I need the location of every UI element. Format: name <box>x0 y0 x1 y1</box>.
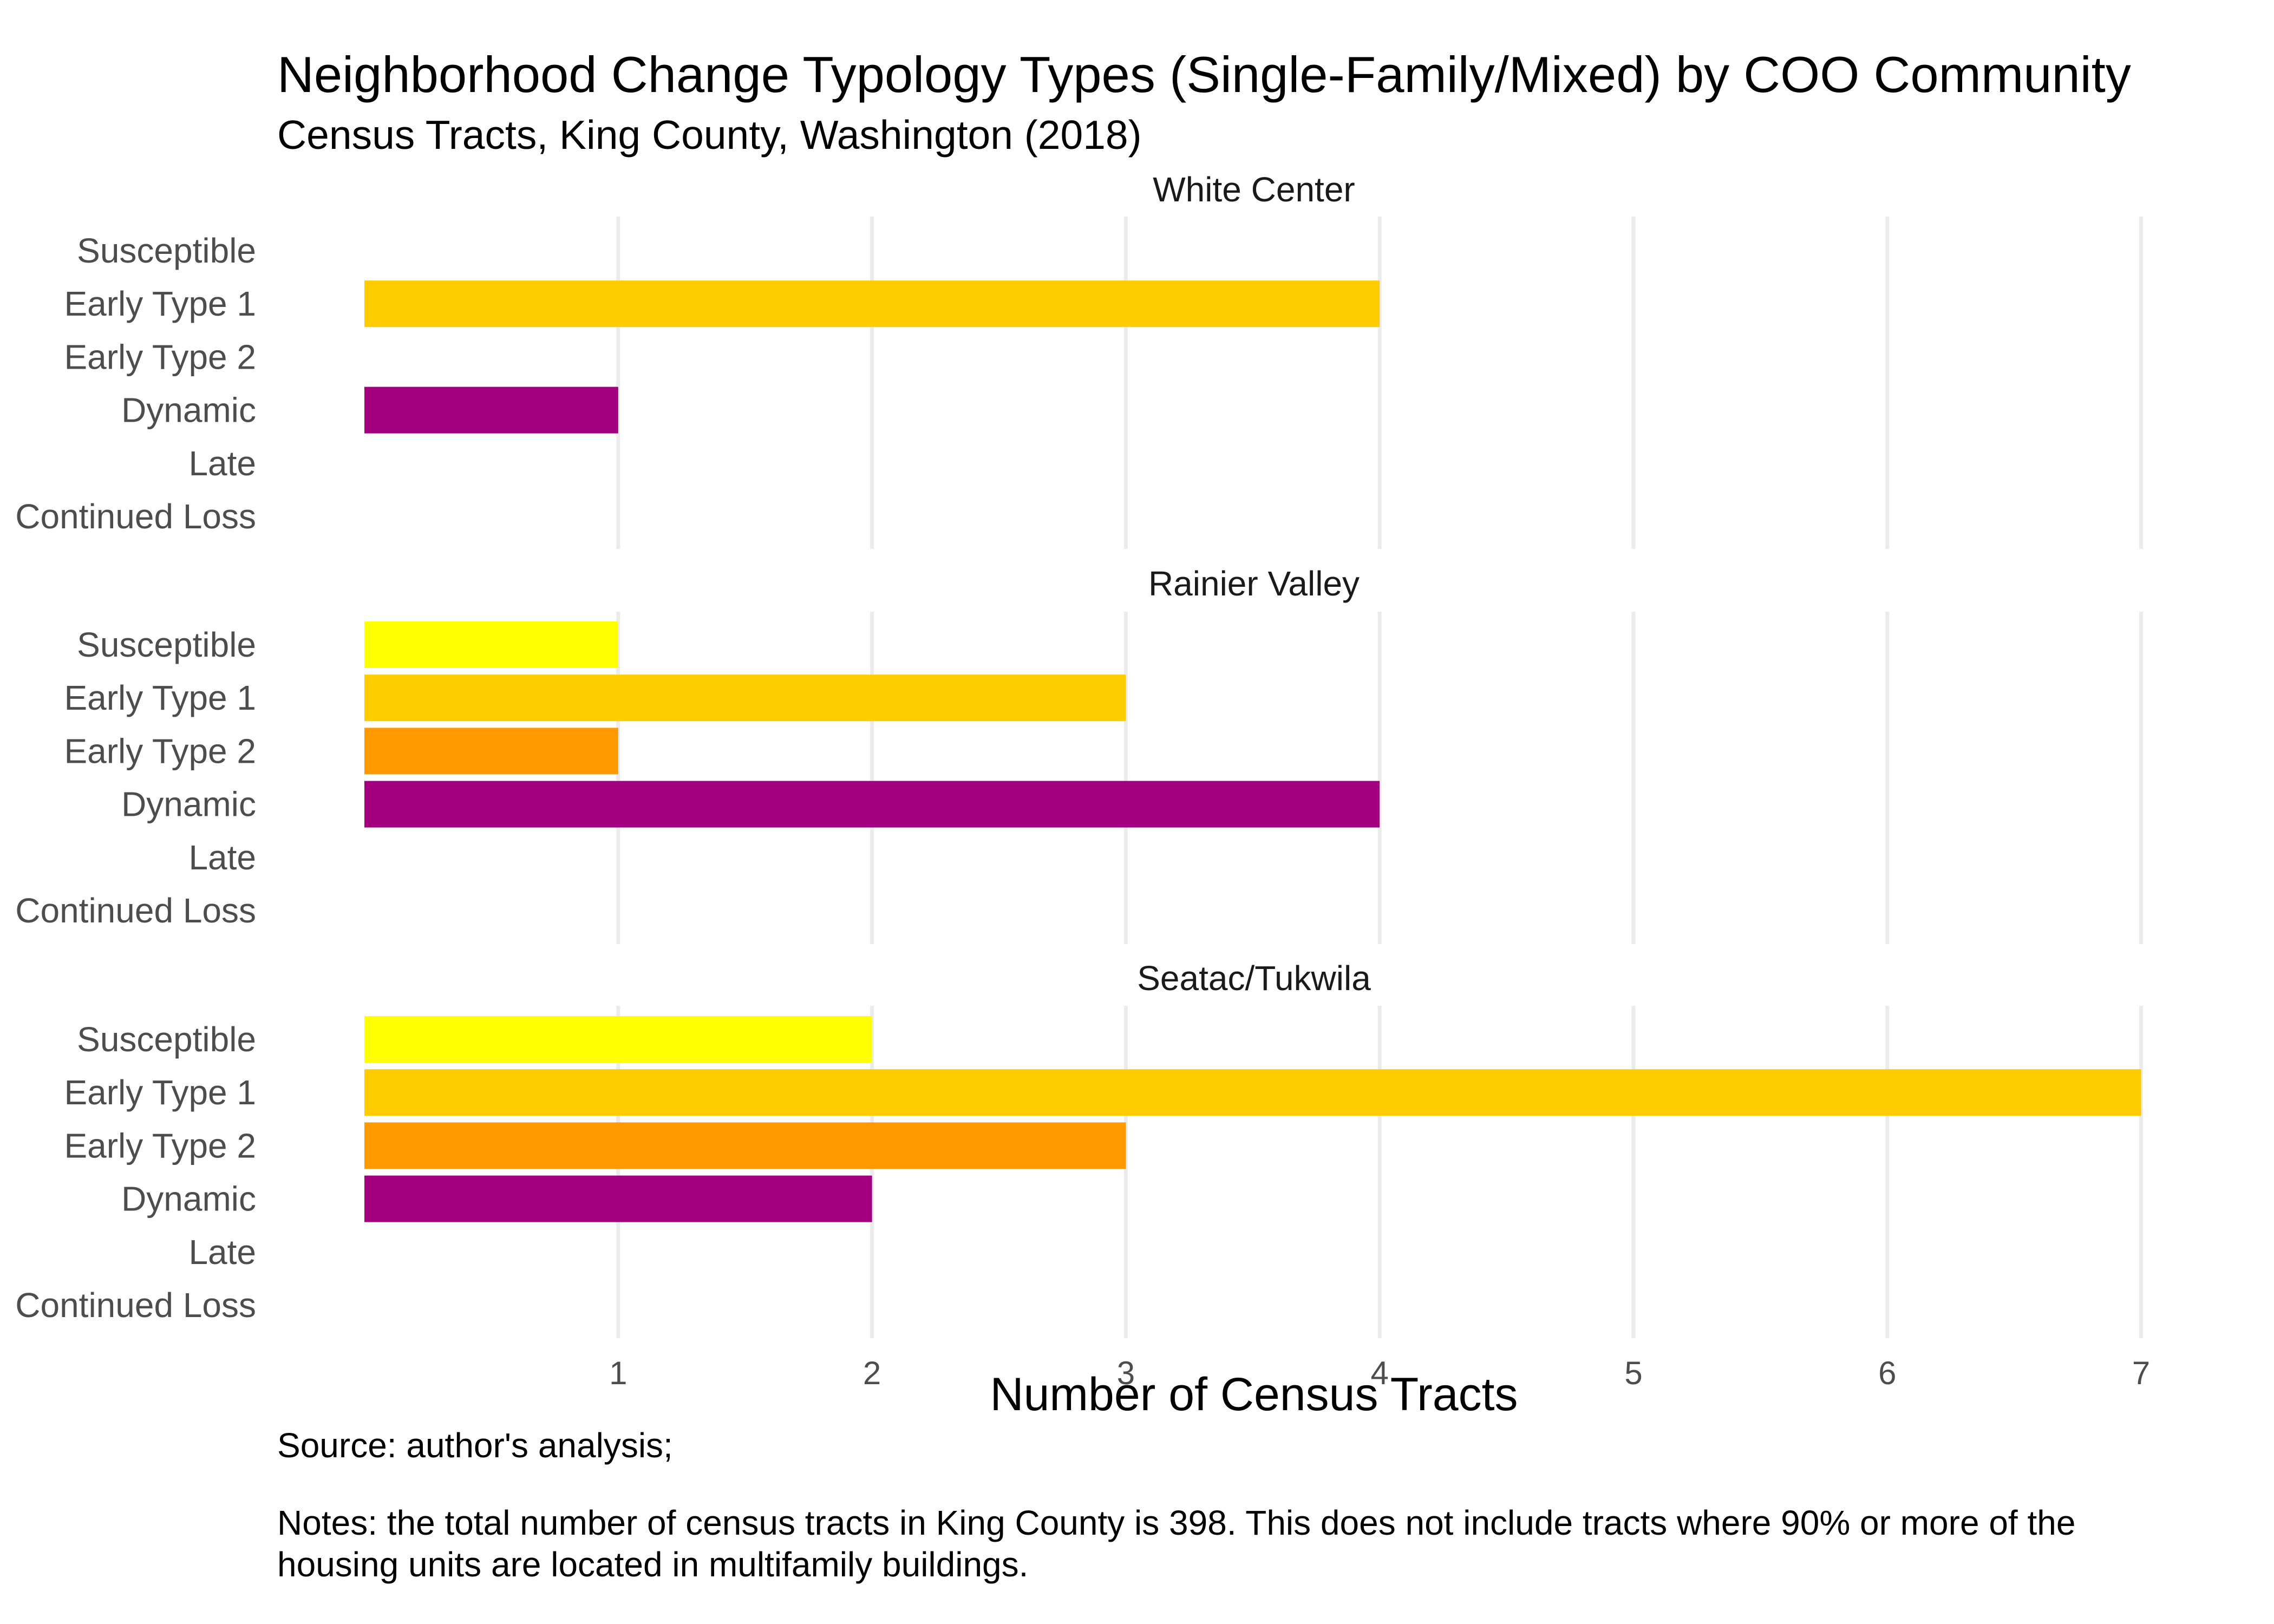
bar <box>364 781 1380 828</box>
category-label: Early Type 2 <box>64 731 256 770</box>
x-axis-title: Number of Census Tracts <box>990 1368 1518 1420</box>
chart-title: Neighborhood Change Typology Types (Sing… <box>277 46 2131 103</box>
category-label: Early Type 1 <box>64 284 256 323</box>
facets: White Center Susceptible Early Type 1 Early… <box>15 170 2144 1338</box>
x-tick-label: 6 <box>1878 1355 1896 1391</box>
category-label: Susceptible <box>77 1020 256 1059</box>
caption-line: Source: author's analysis; <box>277 1426 673 1465</box>
category-label: Dynamic <box>121 391 256 430</box>
bar <box>364 280 1380 328</box>
facet-panel: Seatac/Tukwila Susceptible Early Type 1 Ear… <box>15 959 2144 1338</box>
facet-label: Rainier Valley <box>1148 564 1360 603</box>
facet-panel: White Center Susceptible Early Type 1 Early… <box>15 170 2144 549</box>
caption-line: housing units are located in multifamily… <box>277 1545 1028 1584</box>
x-tick-label: 4 <box>1371 1355 1389 1391</box>
x-tick-label: 7 <box>2132 1355 2150 1391</box>
category-label: Early Type 1 <box>64 1073 256 1112</box>
facet-label: Seatac/Tukwila <box>1137 959 1371 998</box>
bar <box>364 1069 2141 1116</box>
category-label: Dynamic <box>121 785 256 824</box>
category-label: Late <box>188 444 256 483</box>
x-axis-ticks: 1 2 3 4 5 6 7 <box>609 1355 2150 1391</box>
bar <box>364 621 618 668</box>
category-label: Dynamic <box>121 1180 256 1219</box>
caption-line: Notes: the total number of census tracts… <box>277 1503 2075 1542</box>
category-label: Continued Loss <box>15 891 256 930</box>
category-label: Early Type 2 <box>64 1126 256 1165</box>
x-tick-label: 3 <box>1117 1355 1135 1391</box>
category-label: Continued Loss <box>15 497 256 536</box>
category-label: Susceptible <box>77 231 256 270</box>
x-tick-label: 5 <box>1624 1355 1642 1391</box>
category-label: Susceptible <box>77 625 256 664</box>
category-label: Early Type 2 <box>64 337 256 376</box>
bar <box>364 1122 1126 1169</box>
facet-label: White Center <box>1153 170 1355 209</box>
bar <box>364 675 1126 722</box>
bar <box>364 387 618 434</box>
bar <box>364 1016 872 1063</box>
category-label: Late <box>188 1233 256 1272</box>
category-label: Continued Loss <box>15 1286 256 1325</box>
x-tick-label: 2 <box>863 1355 881 1391</box>
chart-subtitle: Census Tracts, King County, Washington (… <box>277 112 1142 158</box>
category-label: Late <box>188 838 256 877</box>
bar <box>364 728 618 775</box>
x-tick-label: 1 <box>609 1355 627 1391</box>
category-label: Early Type 1 <box>64 678 256 717</box>
facet-panel: Rainier Valley Susceptible Early Type 1 Ear… <box>15 564 2144 944</box>
bar <box>364 1175 872 1222</box>
caption: Source: author's analysis; Notes: the tot… <box>277 1426 2075 1584</box>
